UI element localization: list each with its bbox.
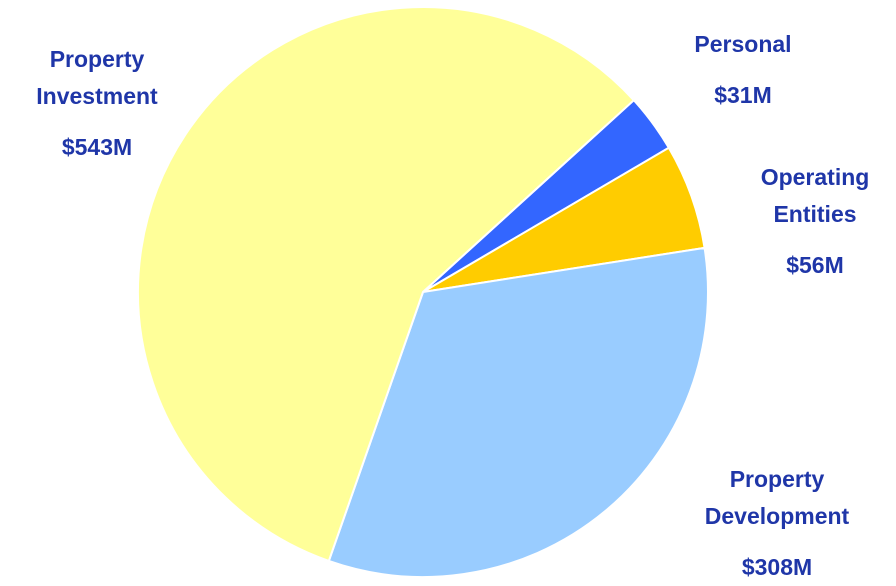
slice-label: Property Development $308M [667,461,887,586]
value-label: $543M [61,134,133,160]
category-name: Property Development [704,466,850,529]
category-name: Property Investment [36,46,158,109]
category-name: Operating Entities [760,164,870,227]
slice-label: Operating Entities $56M [735,159,895,284]
value-label: $56M [786,252,844,278]
value-label: $308M [741,554,813,580]
slice-label: Personal $31M [683,26,803,114]
pie-slice [137,6,636,563]
category-name: Personal [694,31,792,57]
pie-slice [327,246,709,578]
slice-label: Property Investment $543M [12,41,182,166]
value-label: $31M [714,82,772,108]
